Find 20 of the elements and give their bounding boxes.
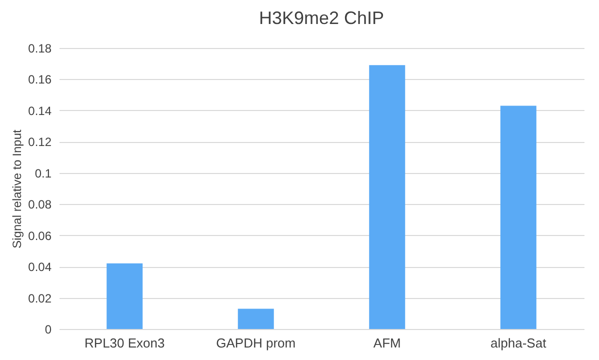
- y-tick-label: 0.18: [28, 42, 52, 56]
- y-tick-label: 0.14: [28, 104, 52, 118]
- y-tick-label: 0.12: [28, 135, 52, 150]
- bar: [106, 263, 143, 329]
- x-tick-label: AFM: [373, 336, 401, 350]
- x-tick-label: RPL30 Exon3: [84, 336, 165, 350]
- y-tick-label: 0: [44, 322, 52, 336]
- bar: [369, 65, 406, 329]
- chart-title: H3K9me2 ChIP: [258, 8, 384, 28]
- y-tick-label: 0.04: [28, 260, 52, 274]
- y-tick-label: 0.06: [28, 228, 52, 243]
- x-tick-label: alpha-Sat: [490, 336, 547, 350]
- y-tick-label: 0.08: [28, 198, 52, 212]
- y-tick-label: 0.1: [34, 166, 52, 180]
- bar: [238, 308, 274, 329]
- bar: [500, 106, 536, 329]
- y-tick-label: 0.02: [28, 291, 52, 306]
- y-tick-label: 0.16: [28, 72, 52, 87]
- y-axis-title: Signal relative to Input: [10, 128, 24, 248]
- x-tick-label: GAPDH prom: [216, 336, 296, 350]
